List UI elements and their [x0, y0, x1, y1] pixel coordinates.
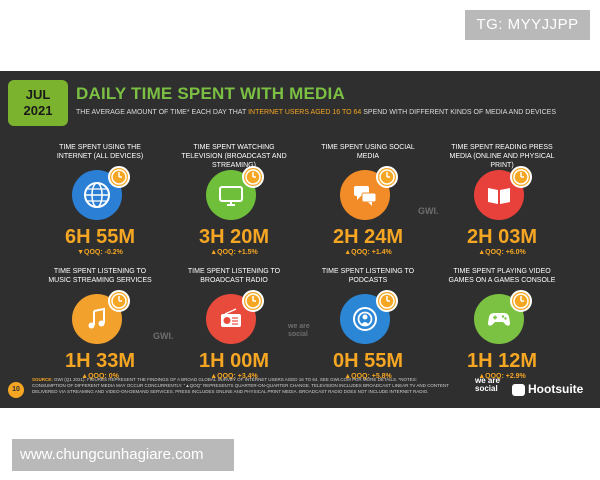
tile-value: 0H 55M: [332, 350, 404, 372]
footer-source: SOURCE: GWI (Q1 2021). FIGURES REPRESENT…: [32, 377, 452, 395]
tile-label: TIME SPENT PLAYING VIDEO GAMES ON A GAME…: [448, 268, 556, 284]
tile-icon-wrap: [72, 166, 130, 222]
tile-qoq: ▼QOQ: -0.2%: [77, 249, 123, 256]
tile-icon-wrap: [340, 290, 398, 346]
clock-icon: [510, 290, 532, 312]
tile-value: 1H 12M: [466, 350, 538, 372]
subtitle-post: SPEND WITH DIFFERENT KINDS OF MEDIA AND …: [361, 109, 557, 116]
clock-icon: [242, 290, 264, 312]
media-slide: JUL 2021 DAILY TIME SPENT WITH MEDIA THE…: [0, 71, 600, 408]
tile-qoq: ▲QOQ: +1.4%: [344, 249, 392, 256]
tile-icon-wrap: [206, 290, 264, 346]
tile-value: 2H 03M: [466, 226, 538, 248]
tile-icon-wrap: [474, 290, 532, 346]
tile-label: TIME SPENT USING THE INTERNET (ALL DEVIC…: [56, 144, 144, 160]
tile-press-media: TIME SPENT READING PRESS MEDIA (ONLINE A…: [427, 143, 577, 256]
tile-label: TIME SPENT WATCHING TELEVISION (BROADCAS…: [181, 144, 287, 169]
website-badge: www.chungcunhagiare.com: [12, 439, 234, 471]
tile-social-media: TIME SPENT USING SOCIAL MEDIA 2H 24M ▲QO…: [293, 143, 443, 256]
slide-subtitle: THE AVERAGE AMOUNT OF TIME* EACH DAY THA…: [76, 109, 556, 116]
subtitle-pre: THE AVERAGE AMOUNT OF TIME* EACH DAY THA…: [76, 109, 249, 116]
tile-qoq: ▲QOQ: +1.5%: [210, 249, 258, 256]
tile-broadcast-radio: TIME SPENT LISTENING TO BROADCAST RADIO …: [159, 267, 309, 380]
tile-icon-wrap: [474, 166, 532, 222]
tile-icon-wrap: [72, 290, 130, 346]
tile-label: TIME SPENT READING PRESS MEDIA (ONLINE A…: [449, 144, 555, 169]
page-number: 10: [8, 382, 24, 398]
tile-value: 1H 00M: [198, 350, 270, 372]
clock-icon: [108, 166, 130, 188]
subtitle-highlight: INTERNET USERS AGED 16 TO 64: [248, 109, 362, 116]
tile-podcasts: TIME SPENT LISTENING TO PODCASTS 0H 55M …: [293, 267, 443, 380]
tile-label: TIME SPENT LISTENING TO BROADCAST RADIO: [187, 268, 281, 284]
clock-icon: [108, 290, 130, 312]
tile-value: 3H 20M: [198, 226, 270, 248]
tile-qoq: ▲QOQ: +5.8%: [344, 373, 392, 380]
tile-label: TIME SPENT LISTENING TO PODCASTS: [321, 268, 415, 284]
footer-text: GWI (Q1 2021). FIGURES REPRESENT THE FIN…: [32, 377, 449, 394]
clock-icon: [376, 166, 398, 188]
clock-icon: [510, 166, 532, 188]
tile-value: 6H 55M: [64, 226, 136, 248]
hootsuite-logo: Hootsuite: [512, 382, 583, 396]
tile-video-games: TIME SPENT PLAYING VIDEO GAMES ON A GAME…: [427, 267, 577, 380]
gwi-watermark: GWI.: [153, 331, 174, 341]
owl-icon: [512, 383, 525, 396]
we-are-social-watermark: we are social: [288, 323, 310, 338]
tile-qoq: ▲QOQ: +2.9%: [478, 373, 526, 380]
tile-value: 1H 33M: [64, 350, 136, 372]
clock-icon: [242, 166, 264, 188]
slide-title: DAILY TIME SPENT WITH MEDIA: [76, 84, 345, 103]
tile-qoq: ▲QOQ: +6.0%: [478, 249, 526, 256]
tile-qoq: ▲QOQ: +3.4%: [210, 373, 258, 380]
date-badge: JUL 2021: [8, 80, 68, 126]
tile-television: TIME SPENT WATCHING TELEVISION (BROADCAS…: [159, 143, 309, 256]
tile-label: TIME SPENT USING SOCIAL MEDIA: [321, 144, 415, 160]
tile-music-streaming: TIME SPENT LISTENING TO MUSIC STREAMING …: [25, 267, 175, 380]
tile-qoq: ▲QOQ: 0%: [81, 373, 119, 380]
date-month: JUL: [25, 87, 51, 102]
date-year: 2021: [23, 103, 53, 118]
footer-source-label: SOURCE:: [32, 377, 53, 382]
hootsuite-label: Hootsuite: [528, 382, 584, 396]
tile-value: 2H 24M: [332, 226, 404, 248]
tile-icon-wrap: [340, 166, 398, 222]
we-are-social-logo: we are social: [475, 376, 500, 393]
tile-internet: TIME SPENT USING THE INTERNET (ALL DEVIC…: [25, 143, 175, 256]
tile-icon-wrap: [206, 166, 264, 222]
telegram-badge: TG: MYYJJPP: [465, 10, 590, 40]
clock-icon: [376, 290, 398, 312]
gwi-watermark: GWI.: [418, 206, 439, 216]
tile-label: TIME SPENT LISTENING TO MUSIC STREAMING …: [48, 268, 152, 284]
